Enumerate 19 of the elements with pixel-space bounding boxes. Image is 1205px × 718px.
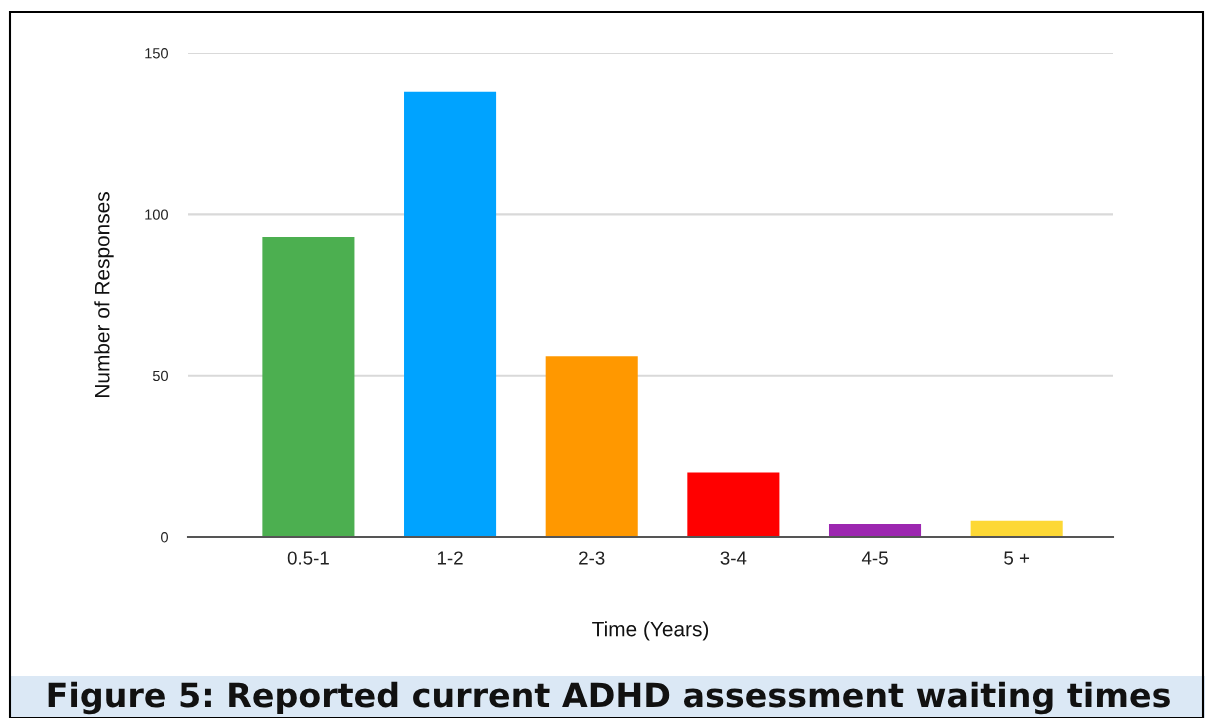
text: Figure 5: Reported current ADHD assessment waiting times — [48, 681, 1170, 715]
bar — [404, 91, 497, 537]
y-tick-label: 100 — [145, 209, 168, 220]
y-axis-title: Number of Responses — [94, 192, 114, 397]
x-axis-title: Time (Years) — [592, 621, 709, 641]
y-tick-label: 50 — [152, 370, 168, 382]
bar — [545, 356, 638, 537]
x-tick-label: 1-2 — [437, 551, 463, 565]
bar — [262, 236, 355, 537]
x-tick-label: 0.5-1 — [287, 551, 329, 565]
bar — [970, 520, 1063, 537]
x-tick-label: 2-3 — [579, 551, 605, 565]
x-tick-label: 5 + — [1004, 551, 1030, 565]
x-tick-label: 4-5 — [861, 551, 888, 565]
y-tick-label: 0 — [161, 532, 168, 543]
bar — [687, 472, 780, 537]
x-tick-label: 3-4 — [720, 551, 747, 565]
bar — [828, 524, 922, 537]
y-tick-label: 150 — [145, 48, 168, 59]
